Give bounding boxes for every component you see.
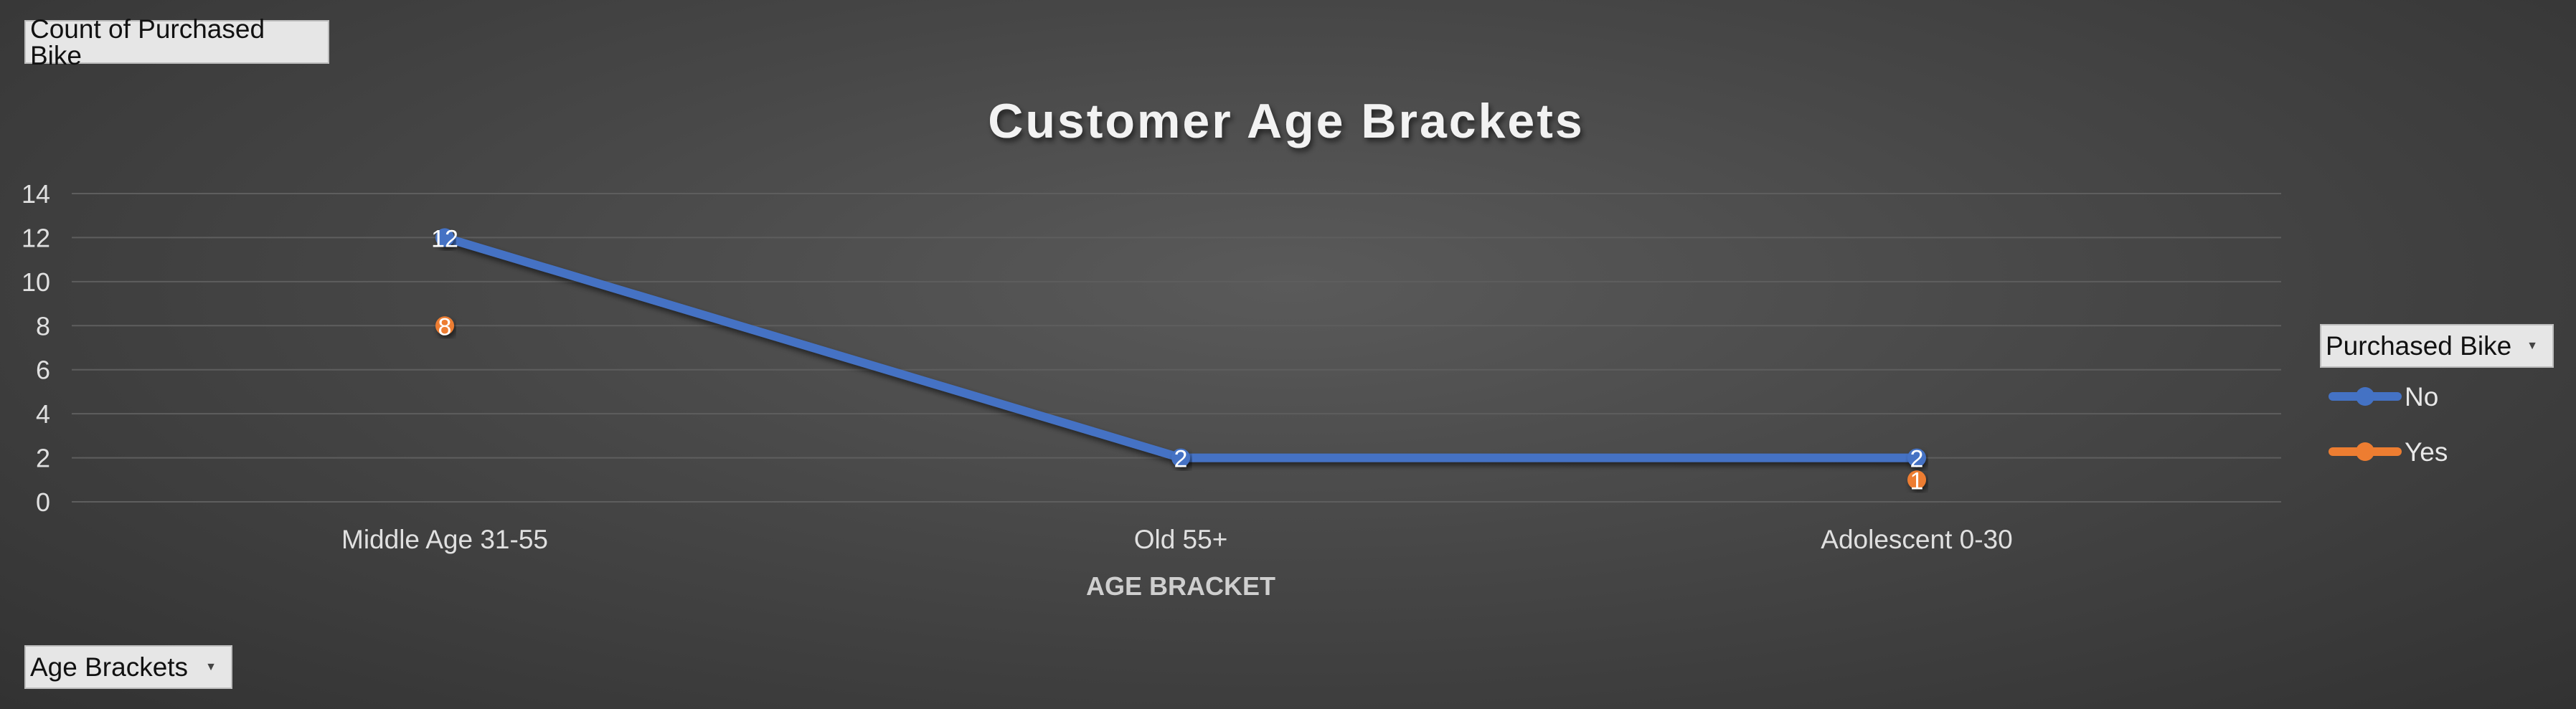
legend: No Yes	[2329, 382, 2448, 467]
legend-label-no: No	[2405, 382, 2438, 411]
y-tick-label: 4	[36, 399, 50, 429]
y-tick-label: 10	[22, 267, 50, 297]
legend-label-yes: Yes	[2405, 437, 2448, 467]
x-axis-title: AGE BRACKET	[1086, 571, 1275, 601]
y-tick-label: 14	[22, 179, 50, 209]
series-line-no	[440, 233, 1921, 462]
axis-field-label: Age Brackets	[30, 652, 189, 682]
x-tick-label: Adolescent 0-30	[1821, 525, 2012, 554]
data-point-no[interactable]	[1907, 448, 1926, 467]
data-point-no[interactable]	[1171, 448, 1190, 467]
data-label-no: 2	[1174, 446, 1188, 473]
dropdown-arrow-icon: ▼	[2527, 339, 2538, 352]
value-field-button[interactable]: Count of Purchased Bike	[24, 16, 329, 69]
data-point-no[interactable]	[435, 228, 454, 247]
data-point-yes[interactable]	[1907, 470, 1926, 490]
y-tick-label: 12	[22, 223, 50, 252]
legend-field-label: Purchased Bike	[2326, 331, 2512, 361]
axis-field-button[interactable]: Age Brackets ▼	[24, 645, 232, 689]
data-label-no: 2	[1910, 446, 1924, 473]
data-label-yes: 1	[1910, 467, 1924, 495]
legend-marker-no	[2356, 387, 2374, 406]
y-tick-label: 8	[36, 311, 50, 341]
x-tick-label: Old 55+	[1134, 525, 1228, 554]
data-point-yes[interactable]	[435, 316, 454, 336]
legend-marker-yes	[2356, 442, 2374, 461]
legend-field-button[interactable]: Purchased Bike ▼	[2320, 324, 2554, 368]
data-label-yes: 8	[438, 313, 452, 341]
y-tick-label: 6	[36, 356, 50, 385]
y-tick-label: 0	[36, 487, 50, 517]
dropdown-arrow-icon: ▼	[205, 660, 217, 673]
y-tick-label: 2	[36, 444, 50, 473]
data-label-no: 12	[431, 225, 458, 252]
chart-title: Customer Age Brackets	[988, 94, 1584, 148]
x-tick-label: Middle Age 31-55	[341, 525, 548, 554]
value-field-label: Count of Purchased Bike	[30, 14, 265, 70]
